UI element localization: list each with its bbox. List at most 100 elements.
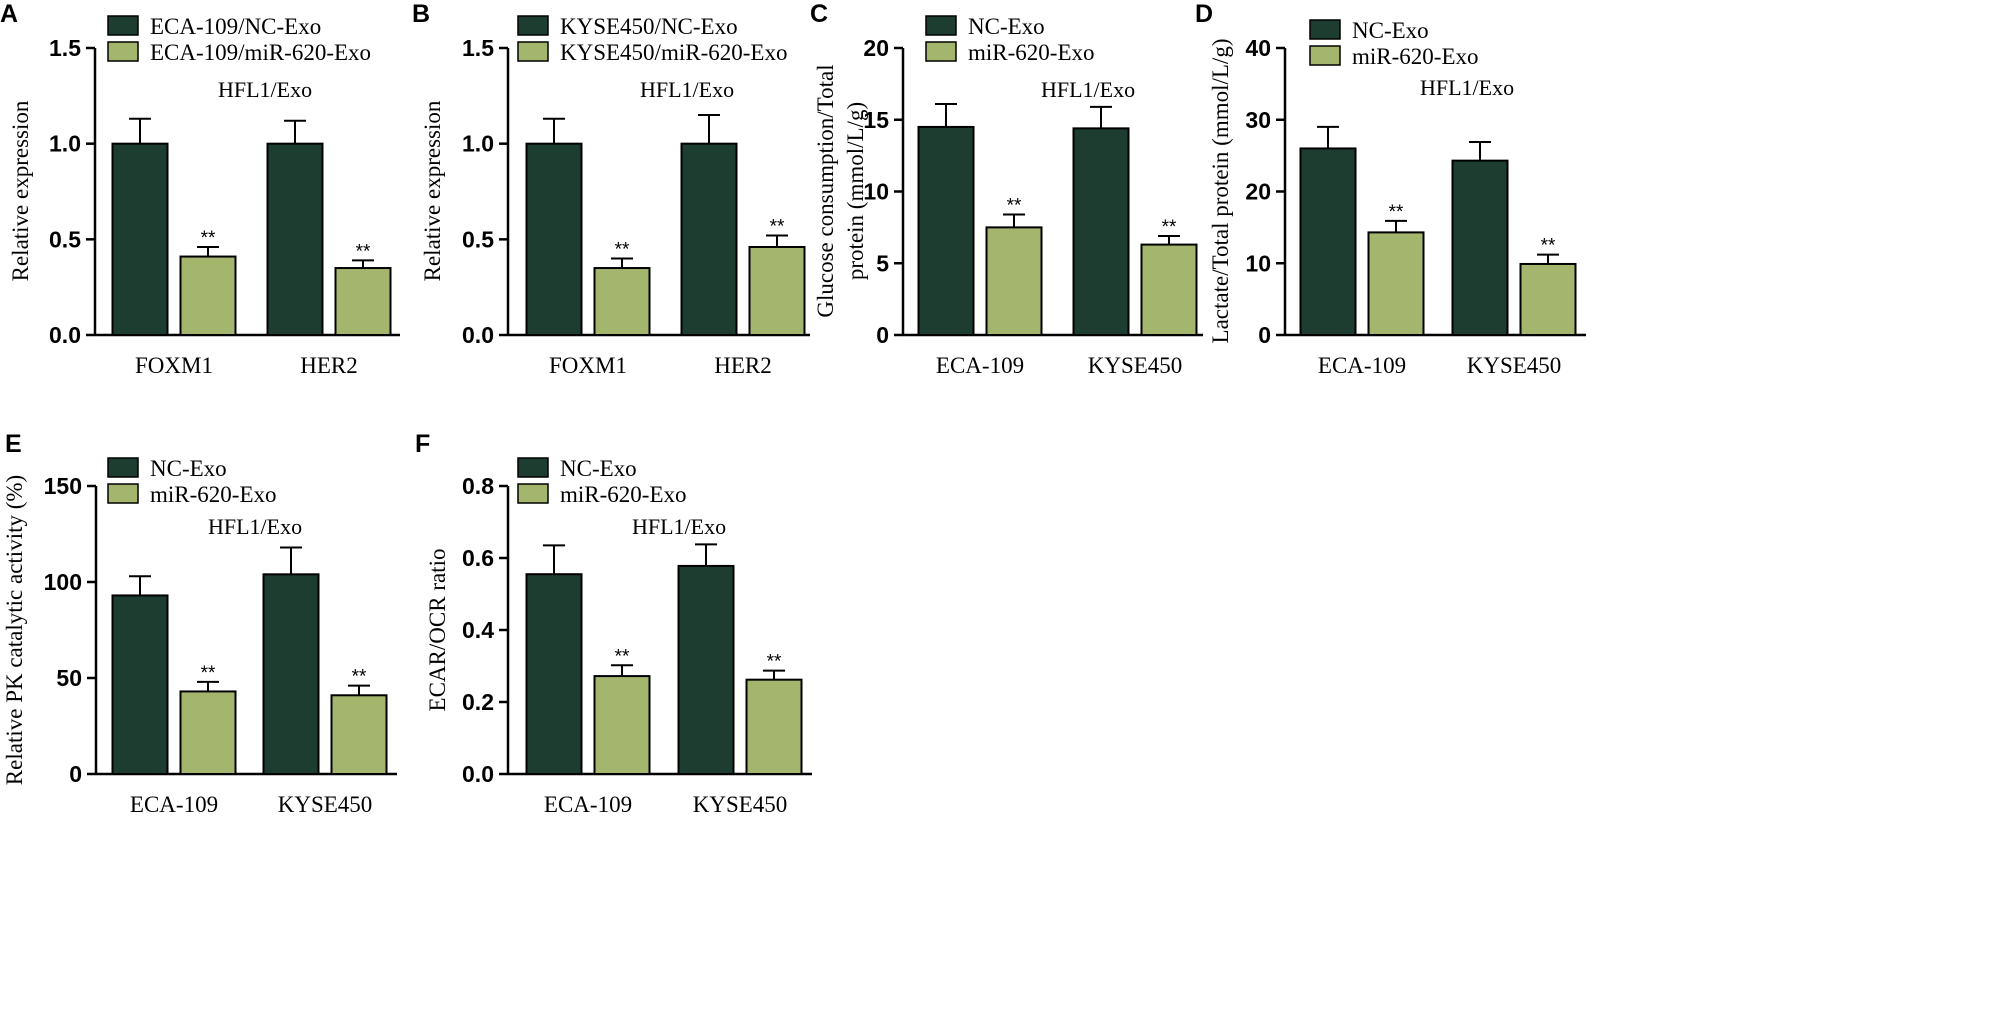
bar-series1 bbox=[525, 573, 583, 776]
x-category-label: ECA-109 bbox=[544, 792, 632, 817]
legend-label: NC-Exo bbox=[968, 14, 1045, 39]
y-tick-label: 20 bbox=[1245, 179, 1271, 205]
legend-swatch-series2 bbox=[517, 483, 549, 504]
y-tick-label: 0.8 bbox=[462, 473, 494, 499]
legend-label: miR-620-Exo bbox=[150, 482, 277, 507]
x-category-label: KYSE450 bbox=[278, 792, 373, 817]
bar-series2 bbox=[330, 694, 388, 776]
legend-swatch-series2 bbox=[517, 41, 549, 62]
legend-label: ECA-109/NC-Exo bbox=[150, 14, 321, 39]
bar-series2 bbox=[179, 690, 237, 775]
bar-series2 bbox=[1140, 243, 1198, 336]
y-tick-label: 0.5 bbox=[462, 226, 494, 252]
y-tick-label: 40 bbox=[1245, 35, 1271, 61]
x-category-label: HER2 bbox=[714, 353, 772, 378]
legend-swatch-series2 bbox=[107, 41, 139, 62]
bar-series1 bbox=[1299, 147, 1357, 336]
bar-series2 bbox=[593, 675, 651, 776]
y-tick-label: 0.2 bbox=[462, 689, 494, 715]
x-category-label: KYSE450 bbox=[693, 792, 788, 817]
x-category-label: HER2 bbox=[300, 353, 358, 378]
panel-letter: E bbox=[5, 430, 22, 458]
y-tick-label: 0.0 bbox=[49, 322, 81, 348]
bar-series2 bbox=[1519, 262, 1577, 336]
y-tick-label: 150 bbox=[44, 473, 82, 499]
y-axis-title: Lactate/Total protein (mmol/L/g) bbox=[1208, 39, 1233, 344]
annotation: HFL1/Exo bbox=[632, 514, 726, 539]
legend-swatch-series1 bbox=[517, 15, 549, 36]
y-tick-label: 0.0 bbox=[462, 761, 494, 787]
y-tick-label: 0.6 bbox=[462, 545, 494, 571]
legend-label: KYSE450/NC-Exo bbox=[560, 14, 738, 39]
annotation: HFL1/Exo bbox=[1420, 75, 1514, 100]
significance-marker: ** bbox=[615, 239, 630, 260]
legend-swatch-series1 bbox=[517, 457, 549, 478]
significance-marker: ** bbox=[1541, 236, 1556, 257]
legend-label: NC-Exo bbox=[1352, 18, 1429, 43]
legend-label: ECA-109/miR-620-Exo bbox=[150, 40, 371, 65]
x-category-label: ECA-109 bbox=[130, 792, 218, 817]
panel-letter: B bbox=[412, 0, 430, 28]
significance-marker: ** bbox=[201, 663, 216, 684]
x-category-label: KYSE450 bbox=[1088, 353, 1183, 378]
legend-label: KYSE450/miR-620-Exo bbox=[560, 40, 787, 65]
y-tick-label: 1.5 bbox=[49, 35, 81, 61]
panel-letter: C bbox=[810, 0, 828, 28]
annotation: HFL1/Exo bbox=[208, 514, 302, 539]
significance-marker: ** bbox=[1162, 217, 1177, 238]
bar-series1 bbox=[677, 564, 735, 775]
bar-series1 bbox=[266, 142, 324, 336]
bar-series1 bbox=[1451, 159, 1509, 336]
y-tick-label: 10 bbox=[1245, 250, 1271, 276]
y-tick-label: 1.0 bbox=[462, 131, 494, 157]
legend-label: NC-Exo bbox=[560, 456, 637, 481]
y-tick-label: 0 bbox=[876, 322, 889, 348]
annotation: HFL1/Exo bbox=[218, 77, 312, 102]
panel-letter: D bbox=[1195, 0, 1213, 28]
y-axis-title: Relative expression bbox=[8, 100, 33, 281]
significance-marker: ** bbox=[352, 667, 367, 688]
bar-series2 bbox=[1367, 231, 1425, 337]
bar-series1 bbox=[262, 573, 320, 775]
legend-swatch-series1 bbox=[107, 15, 139, 36]
significance-marker: ** bbox=[767, 652, 782, 673]
legend-swatch-series1 bbox=[925, 15, 957, 36]
bar-series2 bbox=[179, 255, 237, 337]
y-tick-label: 10 bbox=[863, 179, 889, 205]
bar-series2 bbox=[745, 678, 803, 775]
legend-label: miR-620-Exo bbox=[560, 482, 687, 507]
y-tick-label: 0.4 bbox=[462, 617, 494, 643]
bar-series1 bbox=[111, 594, 169, 775]
significance-marker: ** bbox=[770, 217, 785, 238]
y-tick-label: 15 bbox=[863, 107, 889, 133]
bar-series1 bbox=[680, 142, 738, 336]
bar-series2 bbox=[985, 226, 1043, 336]
x-category-label: KYSE450 bbox=[1467, 353, 1562, 378]
significance-marker: ** bbox=[1007, 195, 1022, 216]
y-tick-label: 0 bbox=[69, 761, 82, 787]
legend-swatch-series2 bbox=[925, 41, 957, 62]
significance-marker: ** bbox=[1389, 202, 1404, 223]
significance-marker: ** bbox=[201, 228, 216, 249]
y-axis-title: Relative PK catalytic activity (%) bbox=[2, 475, 27, 785]
panel-letter: A bbox=[0, 0, 18, 28]
y-tick-label: 20 bbox=[863, 35, 889, 61]
y-tick-label: 0.0 bbox=[462, 322, 494, 348]
legend-swatch-series1 bbox=[1309, 19, 1341, 40]
y-tick-label: 0.5 bbox=[49, 226, 81, 252]
y-tick-label: 30 bbox=[1245, 107, 1271, 133]
x-category-label: FOXM1 bbox=[135, 353, 213, 378]
x-category-label: ECA-109 bbox=[936, 353, 1024, 378]
bar-series1 bbox=[1072, 127, 1130, 336]
legend-swatch-series2 bbox=[1309, 45, 1341, 66]
x-category-label: FOXM1 bbox=[549, 353, 627, 378]
annotation: HFL1/Exo bbox=[1041, 77, 1135, 102]
legend-label: miR-620-Exo bbox=[1352, 44, 1479, 69]
bar-series1 bbox=[525, 142, 583, 336]
